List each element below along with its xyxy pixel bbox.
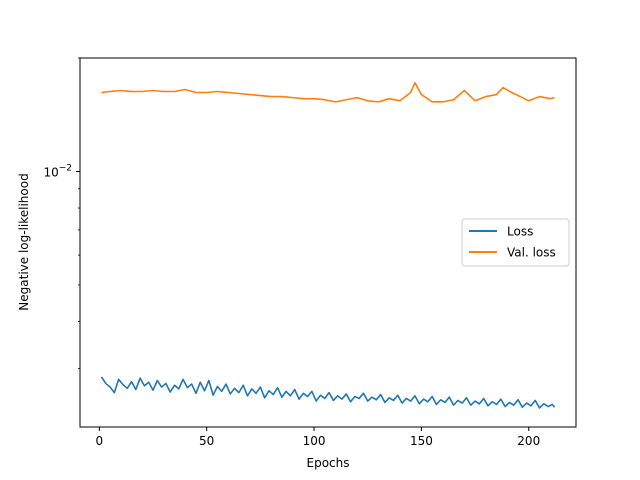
- plot-area: [100, 81, 556, 409]
- series-line-loss: [100, 376, 556, 409]
- x-tick-label: 100: [303, 434, 326, 448]
- x-tick-label: 200: [517, 434, 540, 448]
- x-axis: 0 50 100 150 200: [96, 427, 540, 448]
- series-line-val-loss: [101, 81, 555, 103]
- legend: Loss Val. loss: [461, 218, 570, 267]
- legend-label-loss: Loss: [507, 225, 533, 239]
- legend-label-val-loss: Val. loss: [507, 246, 556, 260]
- y-axis: 10−2: [43, 57, 80, 370]
- x-tick-label: 50: [199, 434, 214, 448]
- axes-frame: [79, 57, 577, 428]
- x-tick-label: 0: [96, 434, 104, 448]
- y-tick-label: 10−2: [43, 163, 72, 179]
- x-axis-label: Epochs: [307, 456, 350, 470]
- x-tick-label: 150: [410, 434, 433, 448]
- y-axis-label: Negative log-likelihood: [17, 173, 31, 310]
